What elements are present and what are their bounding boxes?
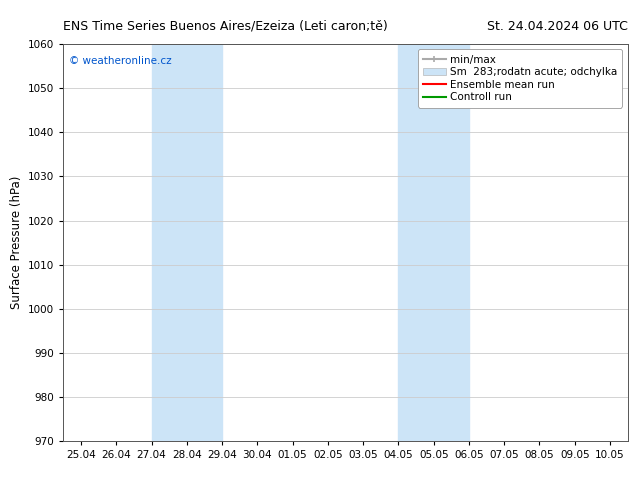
Legend: min/max, Sm  283;rodatn acute; odchylka, Ensemble mean run, Controll run: min/max, Sm 283;rodatn acute; odchylka, …: [418, 49, 623, 107]
Text: ENS Time Series Buenos Aires/Ezeiza (Leti caron;tě): ENS Time Series Buenos Aires/Ezeiza (Let…: [63, 20, 388, 33]
Text: St. 24.04.2024 06 UTC: St. 24.04.2024 06 UTC: [487, 20, 628, 33]
Text: © weatheronline.cz: © weatheronline.cz: [69, 56, 172, 66]
Y-axis label: Surface Pressure (hPa): Surface Pressure (hPa): [10, 176, 23, 309]
Bar: [398, 44, 469, 441]
Bar: [152, 44, 222, 441]
